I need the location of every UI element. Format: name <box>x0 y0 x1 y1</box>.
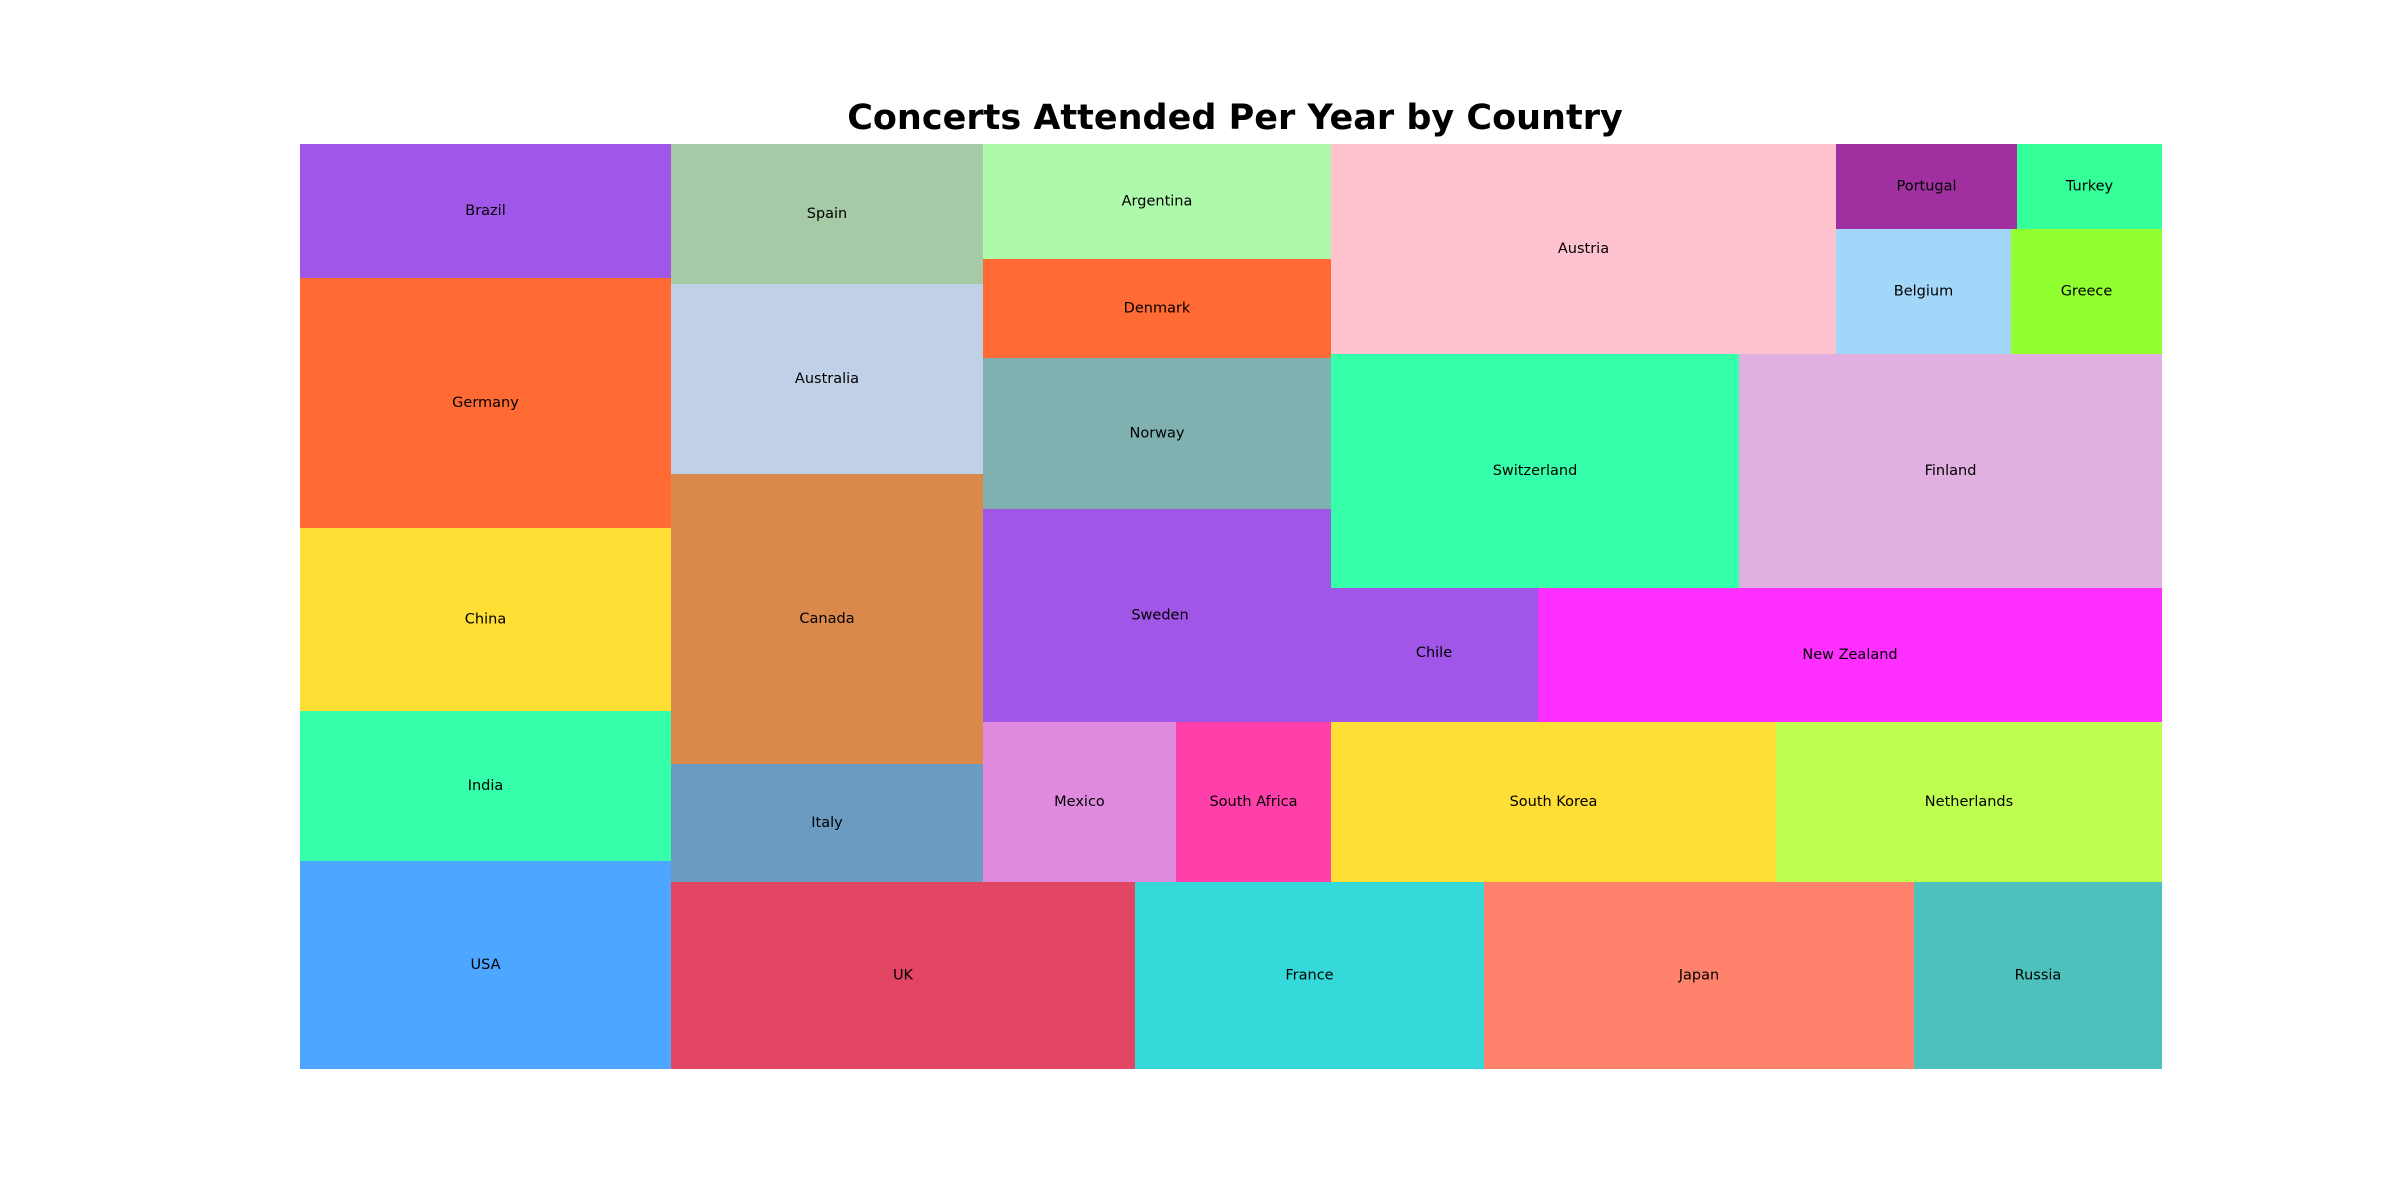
tile-rect-austria <box>1331 144 1836 354</box>
tile-rect-switzerland <box>1331 354 1739 588</box>
tile-spain: Spain <box>671 144 983 284</box>
tile-china: China <box>300 528 671 711</box>
tile-label-south-africa: South Africa <box>1209 794 1297 810</box>
tile-label-italy: Italy <box>811 815 843 831</box>
tile-portugal: Portugal <box>1836 144 2017 229</box>
tile-turkey: Turkey <box>2017 144 2162 229</box>
tile-norway: Norway <box>983 358 1331 509</box>
tile-denmark: Denmark <box>983 259 1331 358</box>
tile-label-norway: Norway <box>1129 426 1184 442</box>
tile-rect-greece <box>2011 229 2162 354</box>
tile-new-zealand: New Zealand <box>1538 588 2162 722</box>
tile-germany: Germany <box>300 278 671 528</box>
tile-rect-mexico <box>983 722 1176 882</box>
tile-rect-denmark <box>983 259 1331 358</box>
tile-label-denmark: Denmark <box>1124 301 1191 317</box>
tile-south-korea: South Korea <box>1331 722 1776 882</box>
tile-label-finland: Finland <box>1925 463 1977 479</box>
tile-rect-south-korea <box>1331 722 1776 882</box>
tile-label-canada: Canada <box>799 611 854 627</box>
tile-italy: Italy <box>671 764 983 882</box>
tile-india: India <box>300 711 671 861</box>
tile-label-india: India <box>468 778 504 794</box>
tile-rect-portugal <box>1836 144 2017 229</box>
tile-rect-finland <box>1739 354 2162 588</box>
tile-switzerland: Switzerland <box>1331 354 1739 588</box>
tile-rect-uk <box>671 882 1135 1069</box>
tile-label-sweden: Sweden <box>1131 608 1188 624</box>
tile-rect-turkey <box>2017 144 2162 229</box>
tile-rect-usa <box>300 861 671 1069</box>
tile-argentina: Argentina <box>983 144 1331 259</box>
tile-label-switzerland: Switzerland <box>1493 463 1578 479</box>
tile-rect-norway <box>983 358 1331 509</box>
tile-rect-france <box>1135 882 1484 1069</box>
tile-label-turkey: Turkey <box>2065 179 2114 195</box>
tile-rect-italy <box>671 764 983 882</box>
tile-sweden: Sweden <box>983 509 1337 722</box>
tile-rect-new-zealand <box>1538 588 2162 722</box>
tile-label-brazil: Brazil <box>465 203 505 219</box>
tile-rect-netherlands <box>1776 722 2162 882</box>
tile-label-netherlands: Netherlands <box>1925 794 2013 810</box>
tile-greece: Greece <box>2011 229 2162 354</box>
tile-label-portugal: Portugal <box>1896 179 1956 195</box>
tile-rect-australia <box>671 284 983 474</box>
tile-south-africa: South Africa <box>1176 722 1331 882</box>
tile-rect-belgium <box>1836 229 2011 354</box>
tile-rect-germany <box>300 278 671 528</box>
tile-label-chile: Chile <box>1416 645 1452 661</box>
tile-rect-canada <box>671 474 983 764</box>
tile-canada: Canada <box>671 474 983 764</box>
tile-label-belgium: Belgium <box>1894 284 1953 300</box>
tile-label-greece: Greece <box>2061 284 2113 300</box>
tile-label-australia: Australia <box>795 371 859 387</box>
tile-label-usa: USA <box>470 957 500 973</box>
tile-rect-chile <box>1337 588 1538 722</box>
tile-brazil: Brazil <box>300 144 671 278</box>
tile-belgium: Belgium <box>1836 229 2011 354</box>
tile-rect-india <box>300 711 671 861</box>
tile-france: France <box>1135 882 1484 1069</box>
tile-mexico: Mexico <box>983 722 1176 882</box>
tile-uk: UK <box>671 882 1135 1069</box>
tile-label-new-zealand: New Zealand <box>1802 647 1897 663</box>
tile-chile: Chile <box>1337 588 1538 722</box>
tile-rect-brazil <box>300 144 671 278</box>
tile-rect-china <box>300 528 671 711</box>
tile-label-spain: Spain <box>807 206 848 222</box>
tile-label-japan: Japan <box>1678 968 1719 984</box>
tile-rect-south-africa <box>1176 722 1331 882</box>
tile-label-south-korea: South Korea <box>1510 794 1598 810</box>
tile-label-france: France <box>1285 968 1333 984</box>
tile-russia: Russia <box>1914 882 2162 1069</box>
tile-label-mexico: Mexico <box>1054 794 1105 810</box>
tile-label-austria: Austria <box>1558 241 1609 257</box>
chart-title: Concerts Attended Per Year by Country <box>847 98 1623 138</box>
tile-japan: Japan <box>1484 882 1914 1069</box>
tile-label-uk: UK <box>893 968 914 984</box>
tile-rect-spain <box>671 144 983 284</box>
tile-label-china: China <box>465 612 506 628</box>
tile-finland: Finland <box>1739 354 2162 588</box>
tile-label-argentina: Argentina <box>1122 194 1193 210</box>
tile-label-russia: Russia <box>2015 968 2062 984</box>
tile-usa: USA <box>300 861 671 1069</box>
tile-rect-japan <box>1484 882 1914 1069</box>
tile-australia: Australia <box>671 284 983 474</box>
tile-netherlands: Netherlands <box>1776 722 2162 882</box>
tile-rect-sweden <box>983 509 1337 722</box>
tile-austria: Austria <box>1331 144 1836 354</box>
tile-label-germany: Germany <box>452 395 519 411</box>
tile-rect-russia <box>1914 882 2162 1069</box>
tile-rect-argentina <box>983 144 1331 259</box>
